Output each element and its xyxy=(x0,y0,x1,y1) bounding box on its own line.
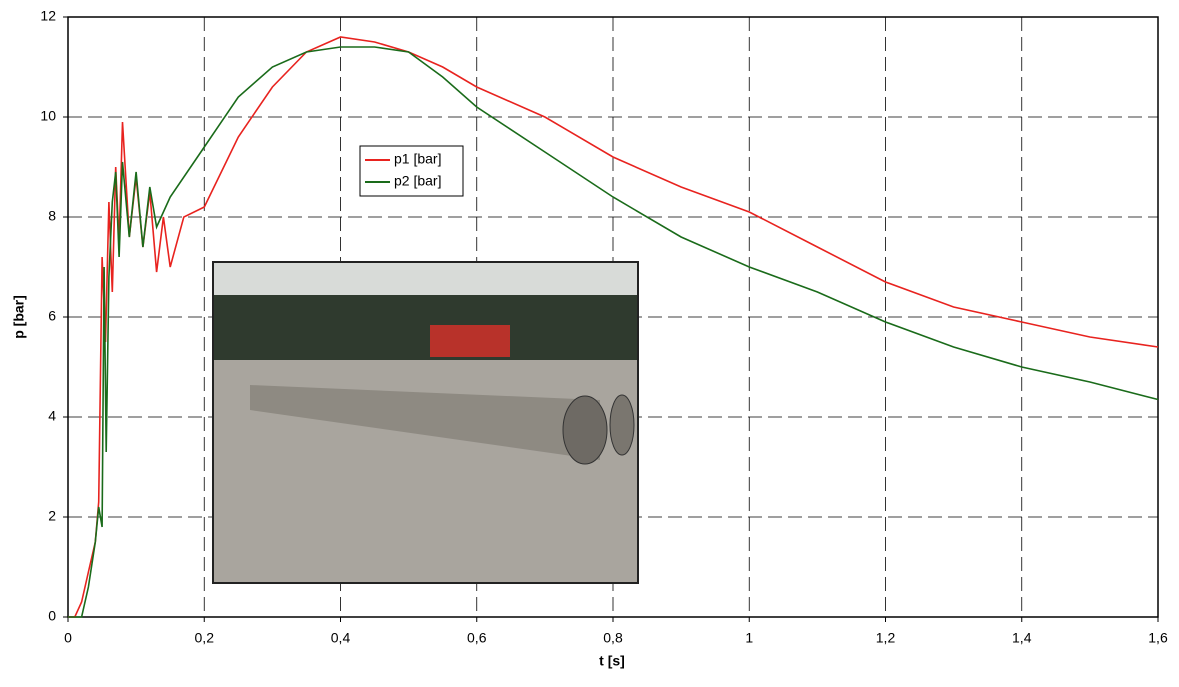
y-tick-label: 12 xyxy=(40,8,56,24)
y-tick-label: 0 xyxy=(48,608,56,624)
legend xyxy=(359,145,464,197)
x-tick-label: 1,4 xyxy=(1012,630,1032,646)
series-line xyxy=(68,46,1159,618)
legend-label: p2 [bar] xyxy=(394,173,441,189)
x-tick-label: 0,8 xyxy=(603,630,623,646)
y-tick-label: 6 xyxy=(48,308,56,324)
legend-label: p1 [bar] xyxy=(394,151,441,167)
y-tick-label: 4 xyxy=(48,408,56,424)
x-tick-label: 1,2 xyxy=(876,630,896,646)
x-tick-label: 0 xyxy=(64,630,72,646)
y-tick-label: 8 xyxy=(48,208,56,224)
x-axis-label: t [s] xyxy=(599,653,625,669)
inset-photo xyxy=(212,261,639,584)
y-tick-label: 2 xyxy=(48,508,56,524)
x-tick-label: 0,6 xyxy=(467,630,487,646)
x-tick-label: 1,6 xyxy=(1148,630,1168,646)
x-tick-label: 0,2 xyxy=(195,630,215,646)
x-tick-label: 0,4 xyxy=(331,630,351,646)
y-axis-label: p [bar] xyxy=(11,295,27,339)
x-tick-label: 1 xyxy=(745,630,753,646)
plot-frame xyxy=(67,16,1159,618)
y-tick-label: 10 xyxy=(40,108,56,124)
